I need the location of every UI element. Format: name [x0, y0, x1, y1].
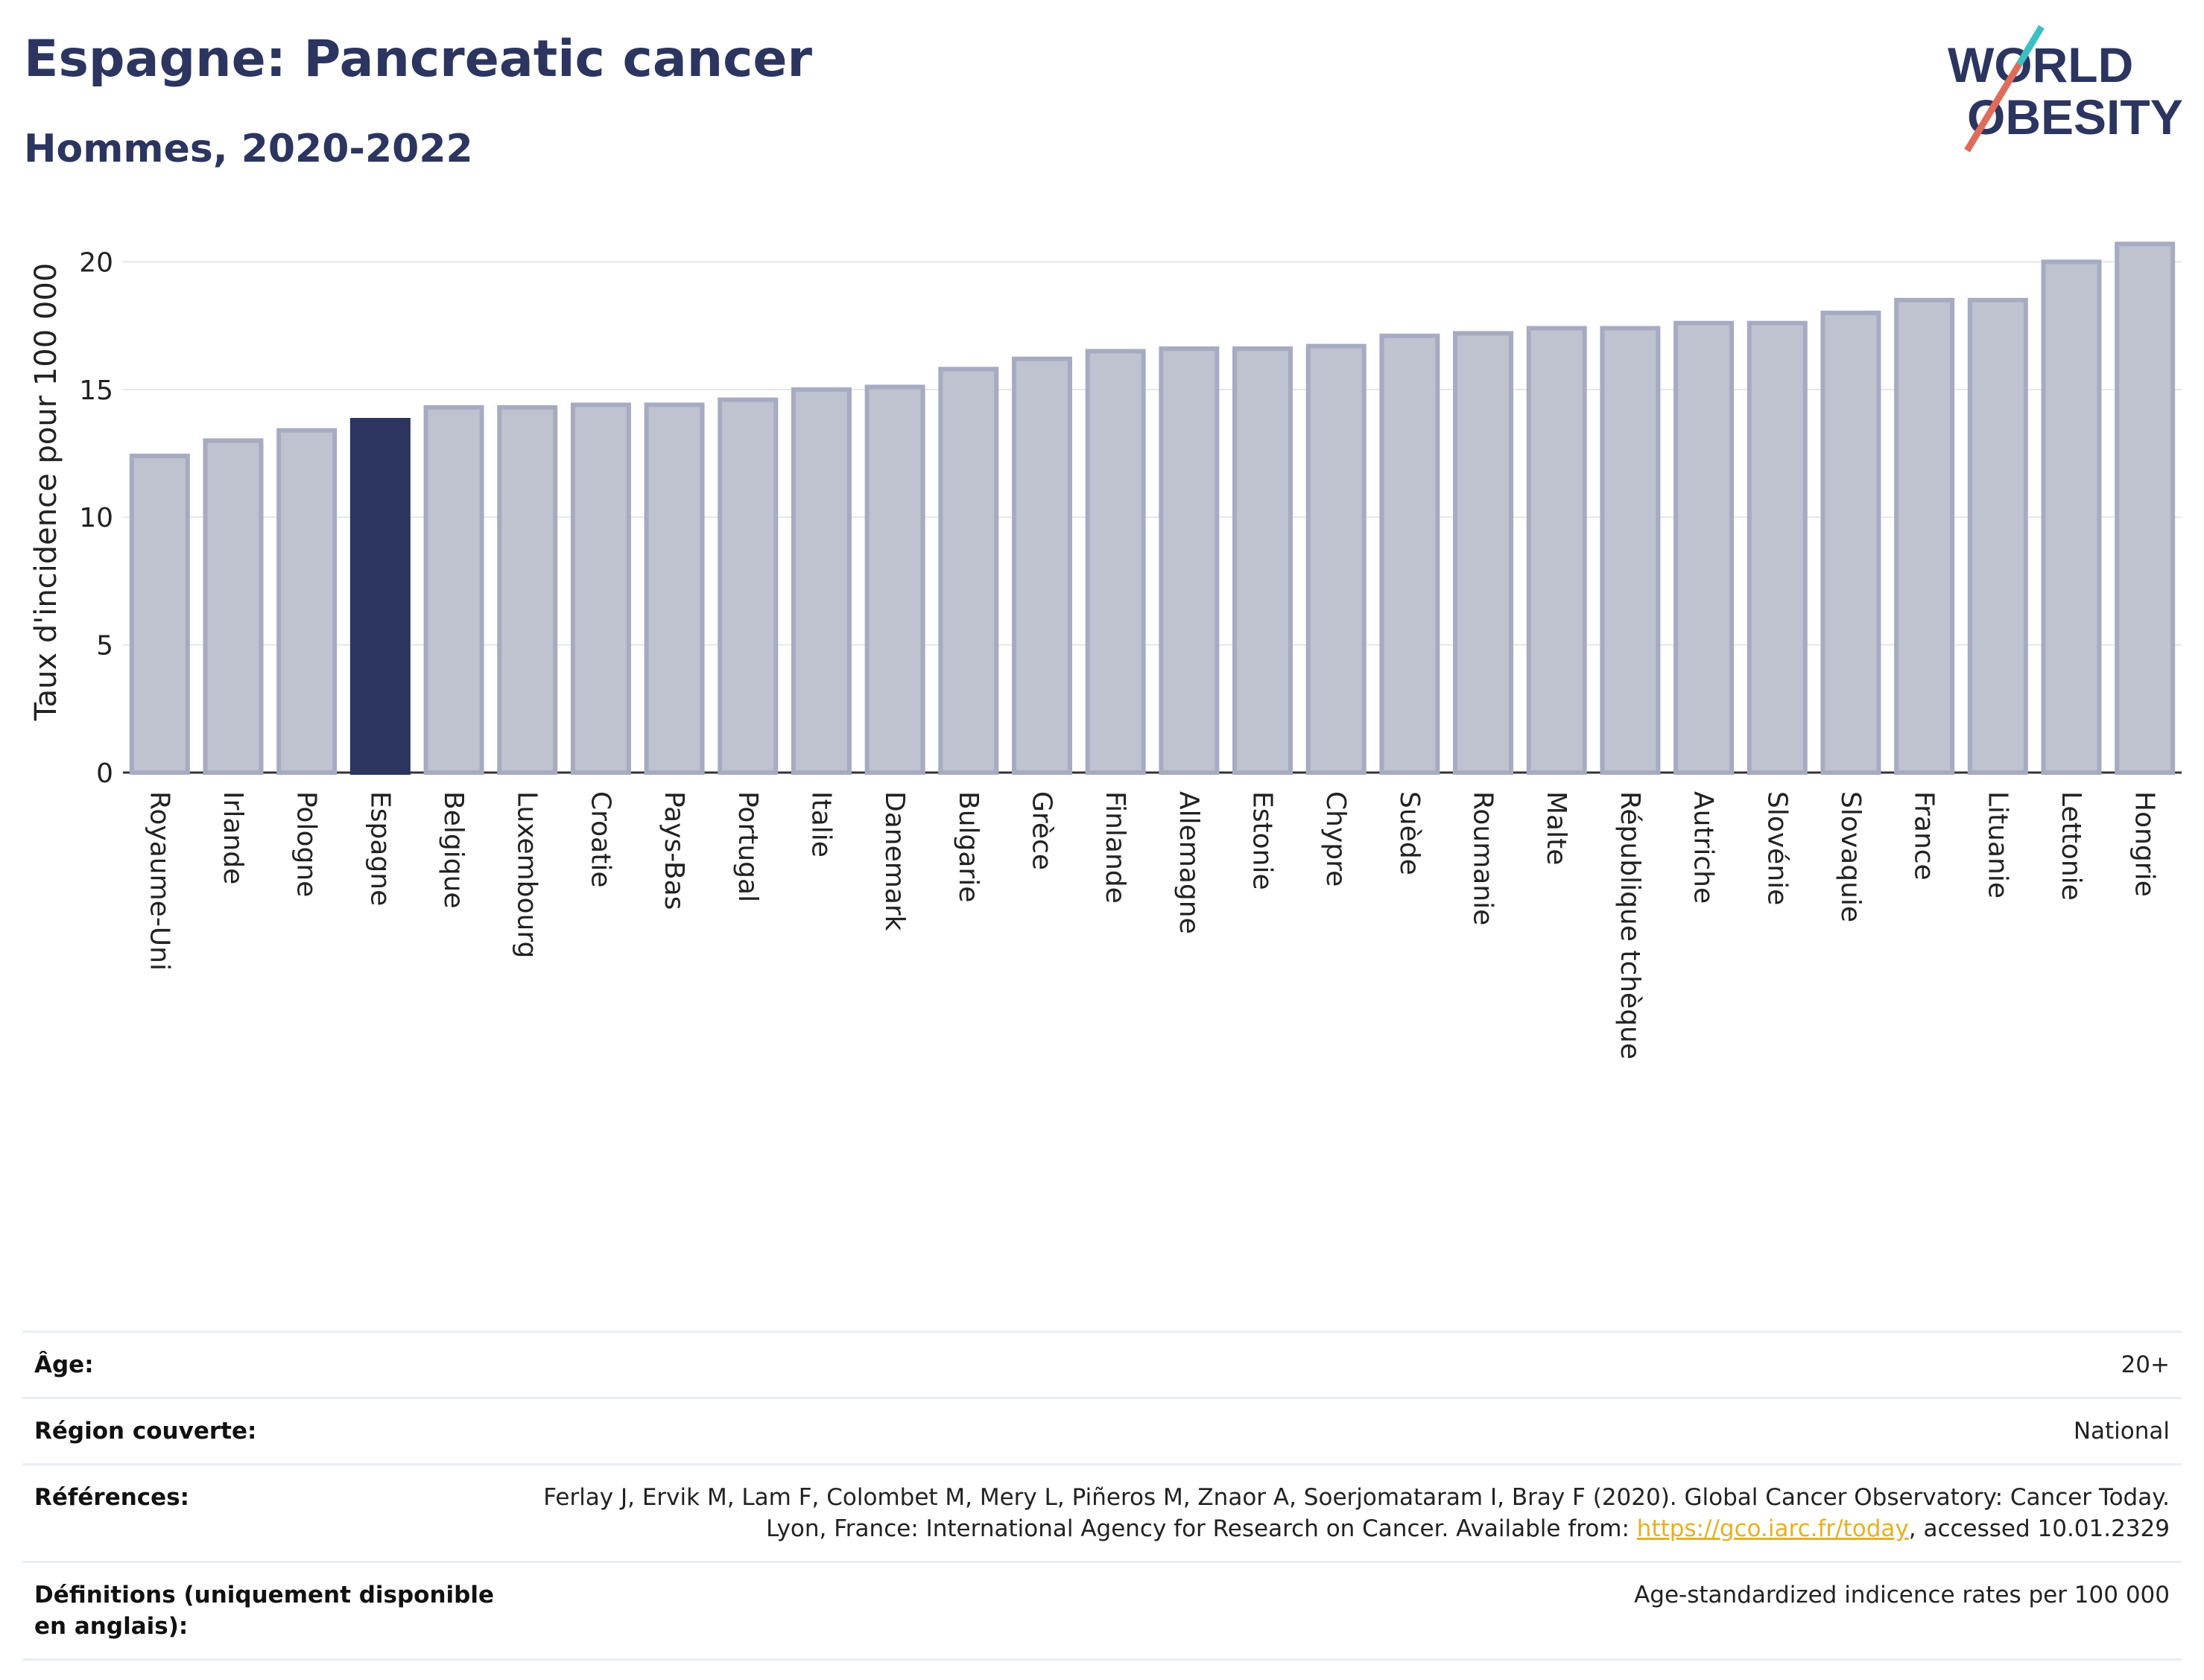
reference-accessed: , accessed 10.01.2329	[1908, 1515, 2170, 1542]
x-tick-label: Croatie	[585, 791, 615, 888]
x-tick-label: République tchèque	[1615, 791, 1645, 1059]
x-tick-label: Irlande	[218, 791, 248, 884]
logo-line2: OBESITY	[1967, 89, 2183, 145]
bar-portugal[interactable]	[718, 397, 779, 775]
y-tick-label: 0	[96, 758, 113, 789]
bar-danemark[interactable]	[864, 384, 925, 775]
bar-royaume-uni[interactable]	[129, 453, 190, 775]
bar-estonie[interactable]	[1232, 346, 1293, 775]
x-tick-label: Portugal	[732, 791, 763, 902]
y-tick-label: 20	[79, 247, 113, 278]
metadata-table: Âge: 20+ Région couverte: National Référ…	[22, 1331, 2182, 1661]
meta-value-references: Ferlay J, Ervik M, Lam F, Colombet M, Me…	[531, 1465, 2182, 1562]
bar-irlande[interactable]	[203, 438, 264, 775]
x-tick-label: Espagne	[364, 791, 395, 906]
x-tick-label: Slovaquie	[1835, 791, 1866, 922]
y-axis-label: Taux d'incidence pour 100 000	[29, 263, 63, 721]
meta-row-region: Région couverte: National	[22, 1398, 2182, 1465]
x-tick-label: Luxembourg	[512, 791, 542, 958]
x-tick-label: Royaume-Uni	[144, 791, 174, 971]
y-tick-label: 15	[79, 375, 113, 406]
x-tick-label: Autriche	[1688, 791, 1719, 904]
meta-key: Définitions (uniquement disponible en an…	[34, 1582, 495, 1640]
meta-key: Région couverte:	[34, 1418, 257, 1445]
x-tick-label: Allemagne	[1174, 791, 1204, 934]
x-tick-label: Pologne	[291, 791, 322, 897]
x-tick-label: Italie	[805, 791, 836, 858]
x-tick-label: France	[1909, 791, 1939, 881]
y-tick-label: 5	[96, 631, 113, 662]
bar-pays-bas[interactable]	[644, 402, 705, 775]
page-title: Espagne: Pancreatic cancer	[24, 30, 813, 89]
x-tick-label: Roumanie	[1468, 791, 1498, 925]
meta-row-definitions: Définitions (uniquement disponible en an…	[22, 1562, 2182, 1660]
bar-grèce[interactable]	[1011, 356, 1072, 775]
bar-république-tchèque[interactable]	[1600, 326, 1661, 775]
bar-roumanie[interactable]	[1453, 331, 1514, 775]
bar-belgique[interactable]	[423, 405, 484, 776]
y-tick-label: 10	[79, 503, 113, 533]
bar-slovénie[interactable]	[1747, 320, 1808, 776]
x-tick-label: Lettonie	[2056, 791, 2086, 901]
meta-row-references: Références: Ferlay J, Ervik M, Lam F, Co…	[22, 1464, 2182, 1562]
x-tick-label: Danemark	[879, 791, 910, 931]
meta-value: National	[2073, 1418, 2170, 1445]
reference-link[interactable]: https://gco.iarc.fr/today	[1636, 1515, 1909, 1542]
bar-lettonie[interactable]	[2041, 259, 2102, 776]
x-tick-label: Belgique	[438, 791, 469, 909]
bar-suède[interactable]	[1379, 333, 1440, 776]
meta-value: Age-standardized indicence rates per 100…	[1634, 1582, 2170, 1608]
bar-lituanie[interactable]	[1967, 297, 2028, 775]
x-tick-label: Pays-Bas	[659, 791, 689, 910]
bar-italie[interactable]	[791, 387, 852, 775]
x-tick-label: Malte	[1541, 791, 1571, 865]
meta-key: Âge:	[34, 1351, 94, 1378]
bar-autriche[interactable]	[1673, 320, 1735, 776]
x-tick-label: Bulgarie	[953, 791, 984, 902]
x-tick-label: Grèce	[1026, 791, 1057, 870]
x-tick-label: Lituanie	[1982, 791, 2013, 898]
bar-allemagne[interactable]	[1159, 346, 1220, 775]
bar-chart: 0 5 10 15 20 Royaume-Uni Irlande Pologne Espagn…	[29, 241, 2182, 1059]
world-obesity-logo: WORLD OBESITY	[1948, 25, 2183, 153]
meta-row-age: Âge: 20+	[22, 1331, 2182, 1398]
bar-croatie[interactable]	[570, 402, 631, 775]
logo-line1: WORLD	[1948, 37, 2133, 92]
bar-malte[interactable]	[1526, 326, 1587, 775]
bar-espagne[interactable]	[349, 417, 411, 775]
bar-hongrie[interactable]	[2115, 241, 2176, 775]
bar-france[interactable]	[1894, 297, 1955, 775]
meta-key: Références:	[34, 1484, 190, 1511]
x-tick-label: Estonie	[1247, 791, 1278, 890]
x-tick-label: Chypre	[1320, 791, 1351, 887]
meta-value: 20+	[2121, 1351, 2170, 1378]
page-subtitle: Hommes, 2020-2022	[24, 127, 473, 171]
bar-bulgarie[interactable]	[938, 367, 999, 775]
bar-finlande[interactable]	[1085, 349, 1146, 776]
bar-chypre[interactable]	[1305, 343, 1367, 775]
reference-text: Ferlay J, Ervik M, Lam F, Colombet M, Me…	[543, 1484, 2170, 1542]
bar-luxembourg[interactable]	[497, 405, 558, 776]
bar-pologne[interactable]	[276, 428, 338, 775]
x-tick-label: Hongrie	[2129, 791, 2160, 897]
bar-slovaquie[interactable]	[1820, 310, 1881, 775]
x-tick-label: Finlande	[1100, 791, 1130, 904]
x-tick-label: Slovénie	[1761, 791, 1792, 905]
x-tick-label: Suède	[1394, 791, 1425, 875]
